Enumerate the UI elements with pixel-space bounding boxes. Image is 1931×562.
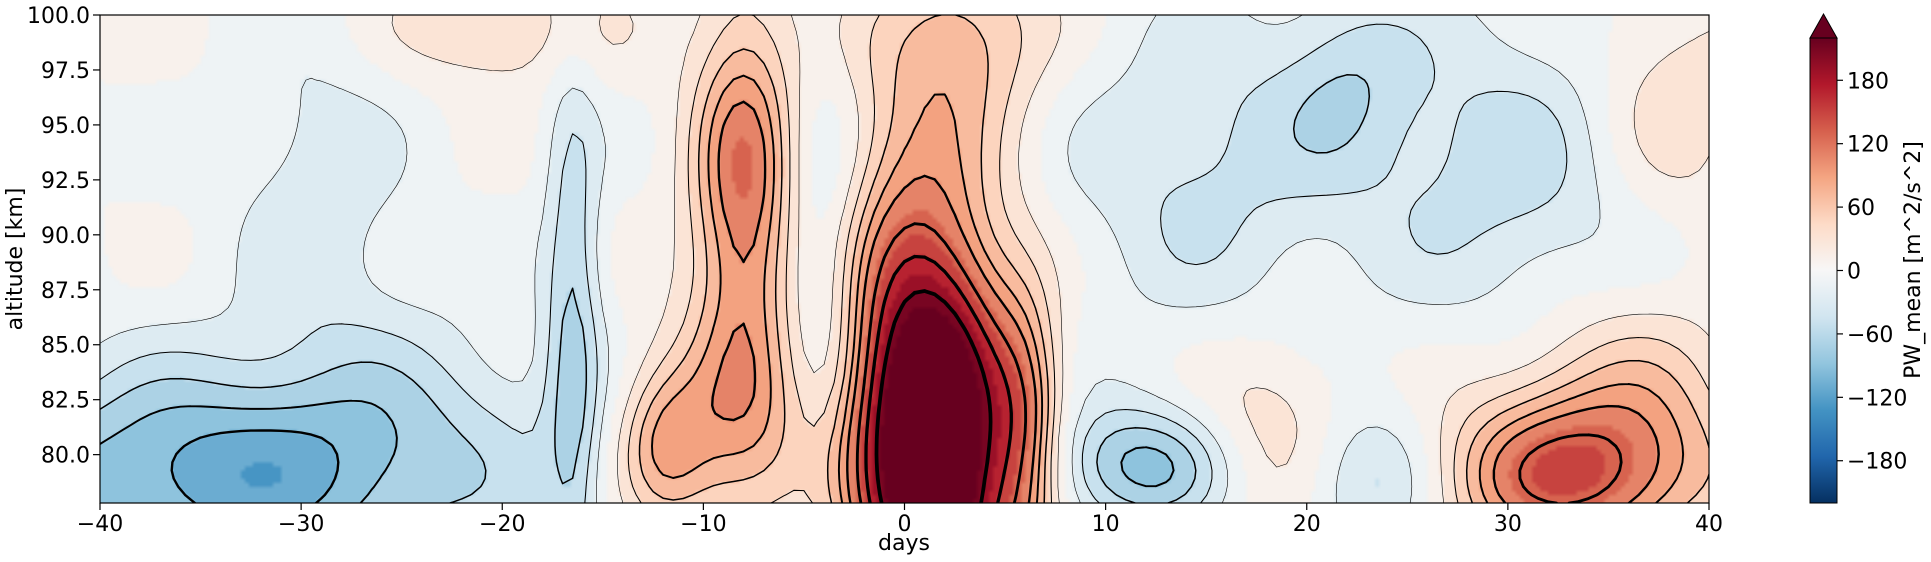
y-tick-label: 87.5: [41, 279, 90, 304]
colorbar: −180 −120 −60 0 60 120 180 PW_mean [m^2/s^2]: [1809, 12, 1926, 504]
colorbar-tick-label: 120: [1847, 133, 1889, 158]
y-tick-label: 95.0: [41, 114, 90, 139]
x-tick-label: 0: [898, 512, 912, 537]
contour-line: [855, 222, 1623, 503]
contour-line: [100, 15, 1709, 503]
x-tick-label: 30: [1494, 512, 1522, 537]
y-tick-label: 90.0: [41, 224, 90, 249]
colorbar-tick-label: 0: [1847, 260, 1861, 285]
y-tick-label: 97.5: [41, 59, 90, 84]
y-tick-label: 92.5: [41, 169, 90, 194]
contour-line: [874, 289, 993, 503]
y-tick-label: 100.0: [27, 4, 90, 29]
heatmap-area: [100, 15, 1709, 503]
colorbar-tick-label: −120: [1847, 386, 1907, 411]
colorbar-tick-label: −180: [1847, 450, 1907, 475]
x-tick-label: 20: [1293, 512, 1321, 537]
x-tick-label: 10: [1092, 512, 1120, 537]
x-tick-label: 40: [1695, 512, 1723, 537]
colorbar-tick-label: 60: [1847, 196, 1875, 221]
x-axis-label: days: [878, 531, 930, 556]
contour-line: [864, 254, 1013, 503]
y-axis: 80.0 82.5 85.0 87.5 90.0 92.5 95.0 97.5 100.0: [27, 4, 100, 469]
colorbar-tick-label: −60: [1847, 323, 1893, 348]
colorbar-gradient: [1809, 37, 1838, 504]
x-axis: −40 −30 −20 −10 0 10 20 30 40: [77, 503, 1723, 537]
contour-line: [170, 100, 1660, 503]
y-tick-label: 80.0: [41, 444, 90, 469]
colorbar-label: PW_mean [m^2/s^2]: [1901, 141, 1926, 379]
y-tick-label: 82.5: [41, 389, 90, 414]
x-tick-label: −20: [479, 512, 525, 537]
colorbar-extend-triangle: [1809, 12, 1838, 39]
x-tick-label: −30: [278, 512, 324, 537]
colorbar-tick-label: 180: [1847, 69, 1889, 94]
contour-lines: [100, 15, 1709, 503]
contour-line: [100, 15, 1709, 503]
y-tick-label: 85.0: [41, 334, 90, 359]
x-tick-label: −10: [680, 512, 726, 537]
y-axis-label: altitude [km]: [3, 188, 28, 331]
heatmap-image: [100, 15, 1709, 503]
x-tick-label: −40: [77, 512, 123, 537]
colorbar-ticks: −180 −120 −60 0 60 120 180: [1837, 69, 1907, 475]
